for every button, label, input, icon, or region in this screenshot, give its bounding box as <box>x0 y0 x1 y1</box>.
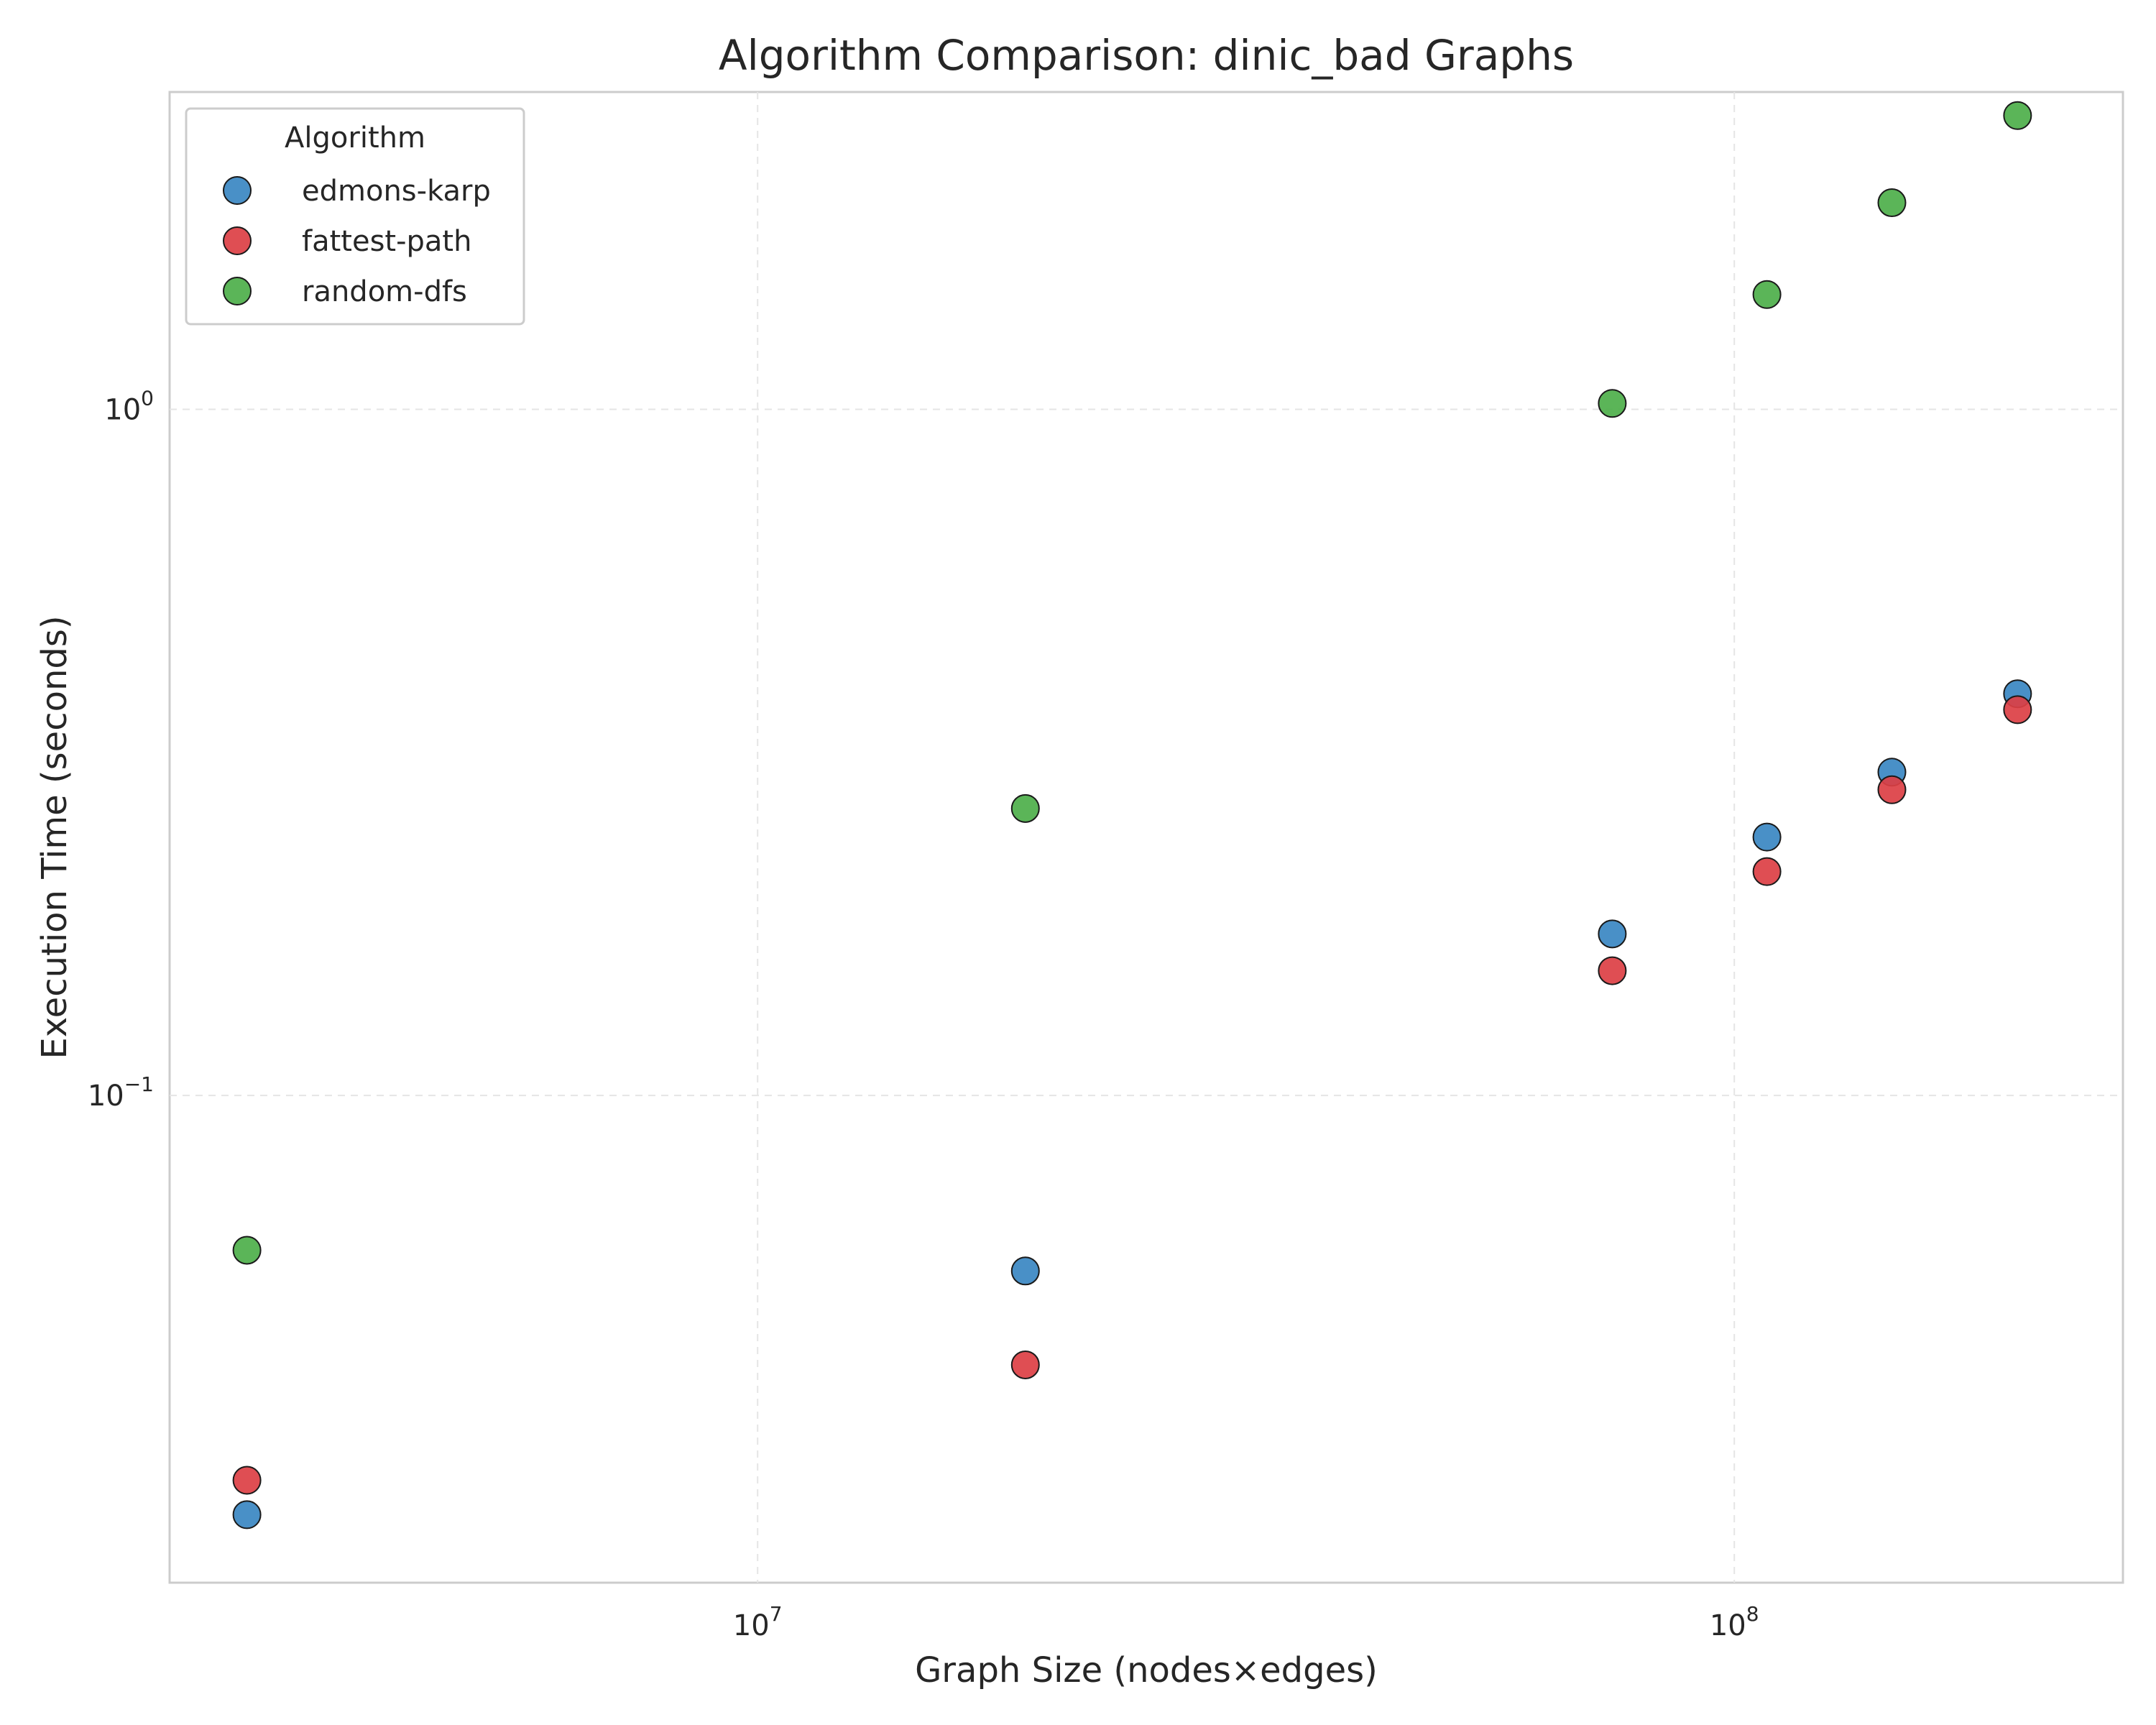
y-tick-label: 100 <box>104 386 154 426</box>
data-points <box>232 101 2032 1530</box>
data-point <box>1010 1350 1040 1379</box>
data-point <box>1598 389 1627 418</box>
plot-area <box>168 91 2124 1584</box>
data-point <box>1598 919 1627 949</box>
x-axis-label: Graph Size (nodes×edges) <box>915 1650 1378 1690</box>
data-point <box>232 1466 262 1495</box>
tick-labels: 107 108 10−1 100 <box>88 386 1759 1642</box>
grid-lines <box>170 92 2123 1583</box>
legend-entry: random-dfs <box>223 275 467 308</box>
legend: Algorithm edmons-karp fattest-path random-… <box>185 107 525 326</box>
legend-box <box>185 107 525 326</box>
legend-marker <box>223 176 252 205</box>
data-point <box>1010 794 1040 823</box>
x-tick-label: 107 <box>733 1602 783 1642</box>
data-point <box>1010 1256 1040 1286</box>
data-point <box>1877 775 1907 804</box>
data-point <box>2003 695 2032 724</box>
data-point <box>1752 822 1782 852</box>
data-point <box>1752 857 1782 886</box>
data-point <box>1752 280 1782 309</box>
data-point <box>232 1500 262 1530</box>
legend-marker <box>223 226 252 255</box>
chart-title: Algorithm Comparison: dinic_bad Graphs <box>719 31 1574 80</box>
data-point <box>1598 956 1627 985</box>
y-tick-label: 10−1 <box>88 1072 154 1113</box>
legend-label: random-dfs <box>302 275 467 308</box>
data-point <box>1877 188 1907 218</box>
legend-title: Algorithm <box>285 121 425 155</box>
legend-label: edmons-karp <box>302 175 491 208</box>
data-point <box>232 1236 262 1265</box>
series-fattest-path <box>232 695 2032 1495</box>
legend-entry: fattest-path <box>223 225 471 258</box>
legend-entry: edmons-karp <box>223 175 491 208</box>
legend-label: fattest-path <box>302 225 471 258</box>
legend-marker <box>223 277 252 305</box>
y-axis-label: Execution Time (seconds) <box>34 615 75 1059</box>
series-random-dfs <box>232 101 2032 1265</box>
x-tick-label: 108 <box>1710 1602 1759 1642</box>
data-point <box>2003 101 2032 130</box>
